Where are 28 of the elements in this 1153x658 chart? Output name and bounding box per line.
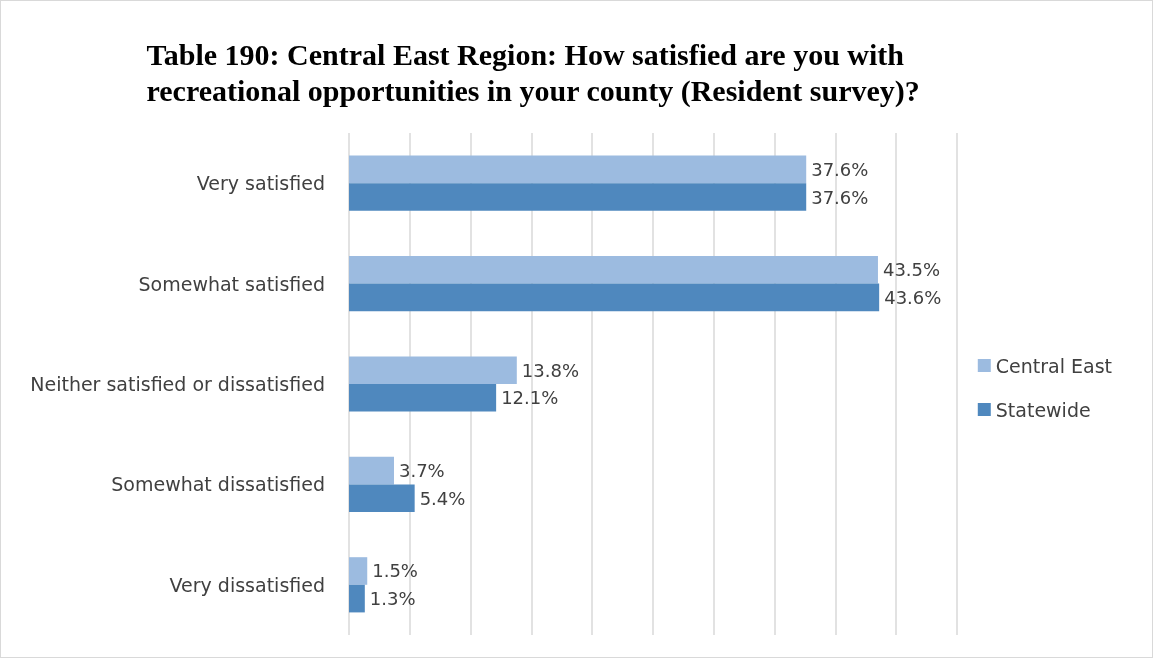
y-tick-label: Very satisfied	[196, 172, 325, 195]
bar	[349, 584, 365, 613]
data-label: 43.6%	[884, 286, 942, 308]
y-tick-label: Neither satisfied or dissatisfied	[30, 373, 325, 395]
bar	[349, 183, 807, 211]
data-label: 12.1%	[501, 387, 559, 409]
legend-label: Statewide	[995, 398, 1091, 421]
data-label: 37.6%	[811, 186, 869, 208]
data-label: 1.3%	[369, 588, 416, 610]
bar	[349, 557, 368, 585]
chart-title: Table 190: Central East Region: How satisfied are you with recreational opportunities in your county (Resident survey)?	[146, 37, 920, 108]
bar	[349, 155, 807, 184]
y-tick-label: Somewhat satisfied	[138, 272, 325, 295]
data-label: 3.7%	[398, 460, 445, 482]
data-label: 5.4%	[419, 487, 466, 509]
bar	[349, 283, 880, 312]
bar	[349, 384, 497, 412]
bar	[349, 255, 878, 284]
y-tick-label: Somewhat dissatisfied	[111, 473, 325, 496]
legend-label: Central East	[995, 354, 1112, 377]
data-label: 1.5%	[372, 560, 418, 582]
data-label: 13.8%	[521, 359, 579, 381]
bar	[349, 356, 517, 384]
data-label: 37.6%	[811, 158, 869, 180]
bar	[349, 456, 394, 485]
bar	[349, 484, 415, 513]
data-label: 43.5%	[882, 259, 941, 281]
y-tick-label: Very dissatisfied	[169, 573, 325, 596]
